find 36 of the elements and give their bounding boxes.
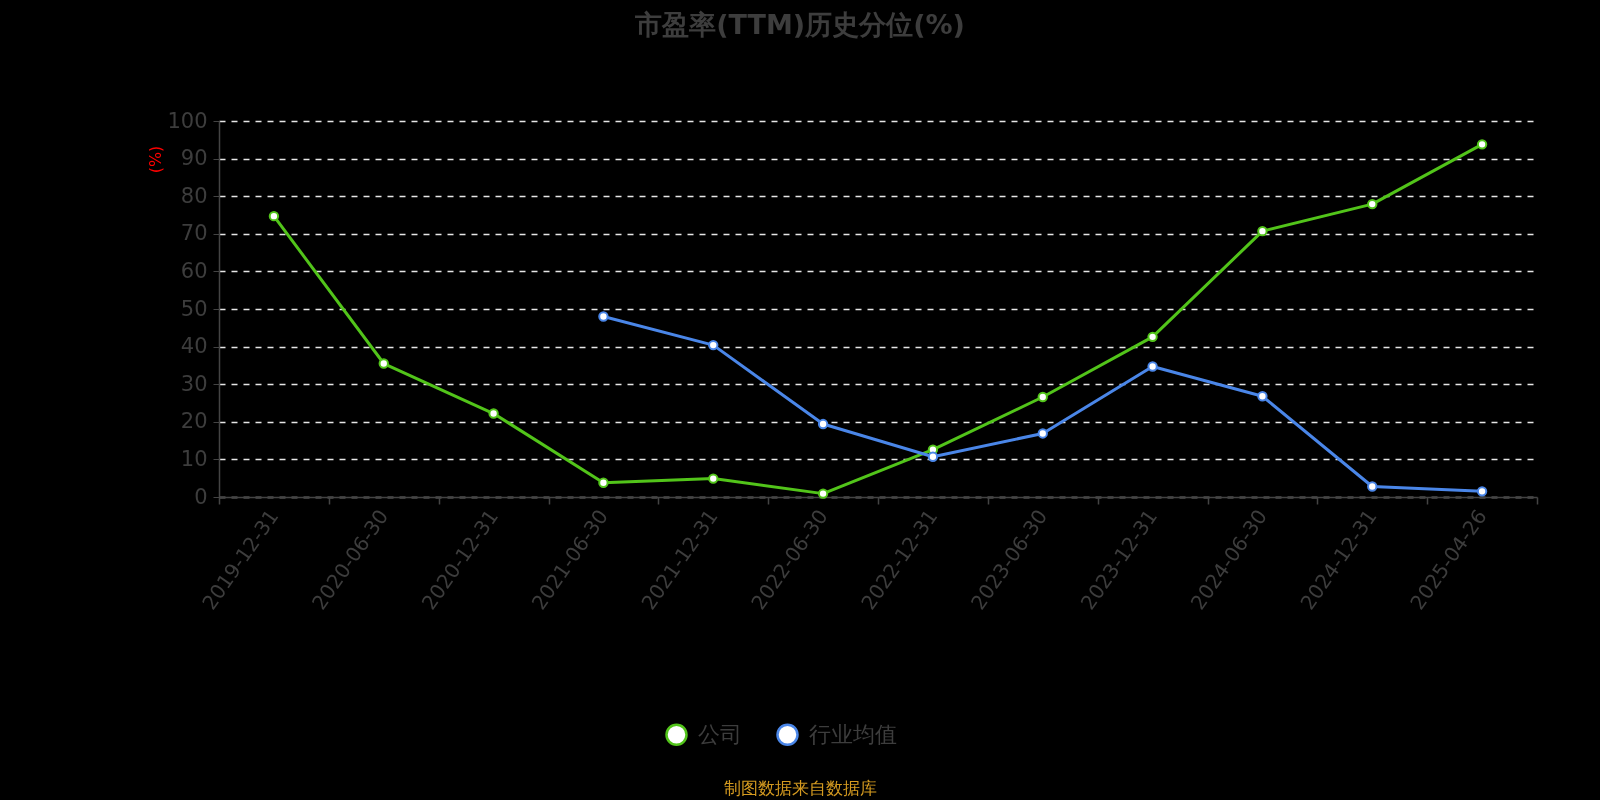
y-tick-label: 100 (167, 108, 208, 133)
y-tick-label: 60 (180, 258, 208, 283)
point (488, 408, 499, 419)
point (1257, 225, 1268, 237)
y-tick-label: 20 (180, 409, 208, 434)
y-tick-label: 40 (180, 334, 208, 359)
point (927, 451, 939, 462)
point (598, 311, 609, 322)
y-tick-label: 70 (180, 221, 208, 246)
y-tick-label: 80 (180, 183, 208, 208)
point (817, 488, 829, 499)
point (1257, 391, 1268, 402)
point (817, 418, 829, 430)
y-tick-label: 30 (180, 371, 208, 396)
point (378, 358, 389, 369)
point (1037, 391, 1048, 403)
point (708, 473, 719, 484)
point (1476, 139, 1488, 150)
y-tick-label: 50 (180, 296, 208, 321)
point (1367, 198, 1378, 210)
point (1037, 428, 1048, 439)
y-tick-label: 0 (194, 484, 208, 509)
y-tick-label: 90 (180, 146, 208, 171)
chart-title: 市盈率(TTM)历史分位(%) (634, 9, 965, 40)
y-axis-title: (%) (145, 145, 165, 174)
point (598, 477, 609, 488)
legend-label: 公司 (698, 721, 742, 747)
point (1367, 481, 1378, 492)
text: 制图数据来自数据库 (723, 778, 877, 798)
point (1476, 486, 1488, 497)
point (1147, 331, 1158, 342)
point (1147, 361, 1158, 372)
point (268, 210, 280, 222)
point (708, 339, 719, 351)
legend-label: 行业均值 (809, 721, 897, 747)
y-tick-label: 10 (180, 446, 208, 471)
